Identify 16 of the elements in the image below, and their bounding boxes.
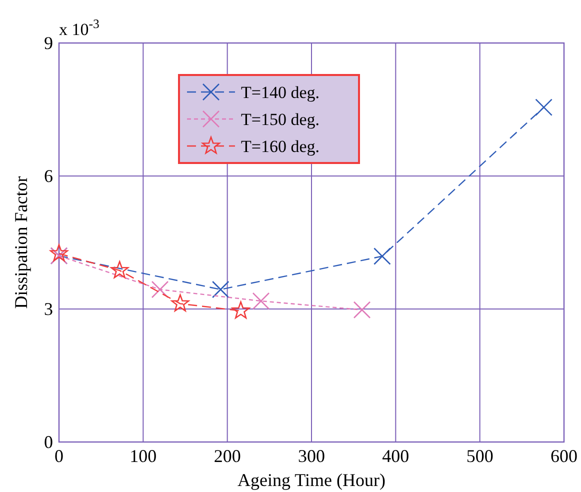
- x-axis-title: Ageing Time (Hour): [238, 470, 386, 490]
- y-tick-label: 6: [44, 166, 53, 186]
- x-tick-label: 500: [466, 446, 494, 466]
- text: x 10$^{-3}$: [59, 17, 100, 39]
- y-tick-label: 0: [44, 432, 53, 452]
- x-tick-label: 300: [298, 446, 325, 466]
- legend-label: T=140 deg.: [241, 83, 320, 102]
- legend-label: T=150 deg.: [241, 110, 320, 129]
- x-tick-label: 200: [214, 446, 241, 466]
- x-tick-label: 600: [550, 446, 578, 466]
- y-tick-label: 3: [44, 299, 53, 319]
- x-tick-label: 400: [382, 446, 410, 466]
- y-tick-label: 9: [44, 33, 53, 53]
- x-tick-label: 100: [130, 446, 157, 466]
- legend-label: T=160 deg.: [241, 137, 320, 156]
- y-axis-title: Dissipation Factor: [11, 176, 31, 309]
